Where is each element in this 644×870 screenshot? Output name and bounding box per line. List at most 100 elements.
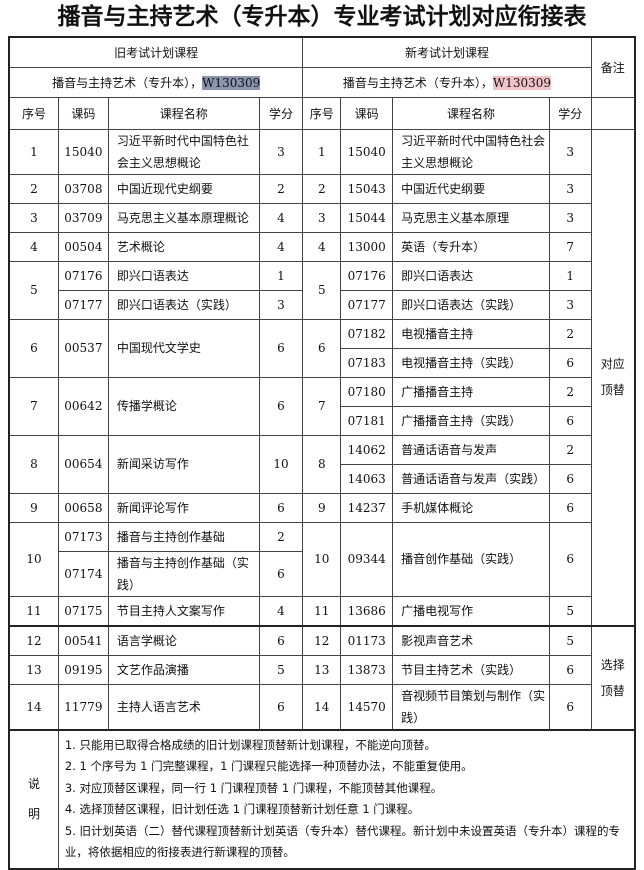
old-seq: 6 bbox=[8, 318, 59, 378]
old-credit: 1 bbox=[258, 260, 304, 291]
new-seq: 4 bbox=[302, 231, 342, 262]
new-plan-heading: 新考试计划课程 bbox=[302, 36, 592, 68]
old-course-name: 传播学概论 bbox=[107, 376, 260, 436]
new-credit: 6 bbox=[548, 347, 592, 378]
new-credit: 3 bbox=[548, 173, 592, 204]
new-course-name: 普通话语音与发声 bbox=[392, 434, 550, 465]
new-credit: 3 bbox=[548, 289, 592, 320]
notes-row: 说明 1. 只能用已取得合格成绩的旧计划课程顶替新计划课程，不能逆向顶替。 2. 1… bbox=[8, 728, 636, 869]
page-title: 播音与主持艺术（专升本）专业考试计划对应衔接表 bbox=[57, 3, 587, 30]
column-header: 学分 bbox=[548, 96, 592, 130]
new-course-code: 09344 bbox=[340, 521, 394, 597]
new-seq: 12 bbox=[302, 624, 342, 656]
new-course-code: 13000 bbox=[340, 231, 394, 262]
old-seq: 1 bbox=[8, 128, 59, 175]
old-course-code: 07173 bbox=[57, 521, 109, 552]
old-seq: 2 bbox=[8, 173, 59, 204]
old-course-code: 07174 bbox=[57, 550, 109, 597]
old-major-code: W130309 bbox=[202, 75, 261, 90]
old-seq: 14 bbox=[8, 683, 59, 730]
new-credit: 2 bbox=[548, 376, 592, 407]
old-credit: 10 bbox=[258, 434, 304, 494]
new-course-code: 13873 bbox=[340, 654, 394, 685]
note-item: 4. 选择顶替区课程，旧计划任选 1 门课程顶替新计划任意 1 门课程。 bbox=[64, 802, 420, 816]
new-course-code: 14570 bbox=[340, 683, 394, 730]
table-row: 8 00654 新闻采访写作 10 8 14062 普通话语音与发声 2 bbox=[8, 434, 635, 494]
old-course-code: 07176 bbox=[57, 260, 109, 291]
old-credit: 4 bbox=[258, 202, 304, 233]
new-course-name: 即兴口语表达（实践） bbox=[392, 289, 550, 320]
new-course-name: 中国近代史纲要 bbox=[392, 173, 550, 204]
table-row: 3 03709 马克思主义基本原理概论 4 3 15044 马克思主义基本原理 3 bbox=[8, 202, 635, 233]
new-course-name: 广播播音主持（实践） bbox=[392, 405, 550, 436]
new-course-name: 广播电视写作 bbox=[392, 595, 550, 626]
table-row: 07174 播音与主持创作基础（实践） 6 bbox=[9, 550, 635, 597]
new-course-name: 节目主持艺术（实践） bbox=[392, 654, 550, 685]
old-course-code: 03708 bbox=[57, 173, 109, 204]
column-header: 学分 bbox=[258, 96, 304, 130]
old-course-code: 00654 bbox=[57, 434, 109, 494]
new-credit: 7 bbox=[548, 231, 592, 262]
old-plan-heading: 旧考试计划课程 bbox=[8, 36, 304, 68]
table-row: 14063 普通话语音与发声（实践） 6 bbox=[9, 463, 635, 494]
new-credit: 6 bbox=[548, 463, 592, 494]
old-credit: 4 bbox=[258, 231, 304, 262]
table-row: 5 07176 即兴口语表达 1 5 07176 即兴口语表达 1 bbox=[8, 260, 635, 320]
old-major-name: 播音与主持艺术（专升本）， bbox=[52, 75, 203, 90]
new-course-code: 14063 bbox=[340, 463, 394, 494]
notes-content: 1. 只能用已取得合格成绩的旧计划课程顶替新计划课程，不能逆向顶替。 2. 1 个… bbox=[57, 728, 636, 869]
old-course-code: 00642 bbox=[57, 376, 109, 436]
table-row: 07181 广播播音主持（实践） 6 bbox=[9, 405, 635, 436]
column-header: 课码 bbox=[57, 96, 109, 130]
old-seq: 3 bbox=[8, 202, 59, 233]
table-row: 11 07175 节目主持人文案写作 4 11 13686 广播电视写作 5 bbox=[8, 595, 635, 626]
column-header: 序号 bbox=[8, 96, 59, 130]
table-row: 07183 电视播音主持（实践） 6 bbox=[9, 347, 635, 378]
old-credit: 5 bbox=[258, 654, 304, 685]
old-course-code: 00541 bbox=[57, 624, 109, 656]
new-major: 播音与主持艺术（专升本），W130309 bbox=[302, 66, 592, 98]
table-row: 07177 即兴口语表达（实践） 3 07177 即兴口语表达（实践） 3 bbox=[9, 289, 635, 320]
table-row: 1 15040 习近平新时代中国特色社会主义思想概论 3 1 15040 习近平新时代中国特… bbox=[8, 128, 636, 626]
new-course-name: 马克思主义基本原理 bbox=[392, 202, 550, 233]
table-row: 14 11779 主持人语言艺术 6 14 14570 音视频节目策划与制作（实践） 6 bbox=[8, 683, 635, 730]
new-course-name: 广播播音主持 bbox=[392, 376, 550, 407]
old-course-name: 即兴口语表达 bbox=[107, 260, 260, 291]
old-credit: 2 bbox=[258, 173, 304, 204]
new-course-code: 14237 bbox=[340, 492, 394, 523]
new-course-name: 习近平新时代中国特色社会主义思想概论 bbox=[392, 128, 550, 175]
old-course-code: 03709 bbox=[57, 202, 109, 233]
old-credit: 3 bbox=[258, 289, 304, 320]
new-seq: 13 bbox=[302, 654, 342, 685]
new-major-code: W130309 bbox=[492, 75, 552, 90]
new-course-name: 电视播音主持（实践） bbox=[392, 347, 550, 378]
old-course-name: 中国现代文学史 bbox=[107, 318, 260, 378]
new-course-code: 07182 bbox=[340, 318, 394, 349]
table-row: 9 00658 新闻评论写作 6 9 14237 手机媒体概论 6 bbox=[8, 492, 635, 523]
new-course-code: 07176 bbox=[340, 260, 394, 291]
new-course-code: 15040 bbox=[340, 128, 394, 175]
old-course-code: 00658 bbox=[57, 492, 109, 523]
new-seq: 2 bbox=[302, 173, 342, 204]
table-row: 6 00537 中国现代文学史 6 6 07182 电视播音主持 2 bbox=[8, 318, 635, 378]
old-seq: 5 bbox=[8, 260, 59, 320]
table-row: 13 09195 文艺作品演播 5 13 13873 节目主持艺术（实践） 6 bbox=[8, 654, 635, 685]
old-credit: 6 bbox=[258, 376, 304, 436]
old-credit: 6 bbox=[258, 624, 304, 656]
column-header: 序号 bbox=[302, 96, 342, 130]
old-course-code: 00537 bbox=[57, 318, 109, 378]
note-item: 5. 旧计划英语（二）替代课程顶替新计划英语（专升本）替代课程。新计划中未设置英… bbox=[64, 823, 621, 860]
new-course-name: 手机媒体概论 bbox=[392, 492, 550, 523]
old-course-name: 新闻评论写作 bbox=[107, 492, 260, 523]
column-header: 课码 bbox=[340, 96, 394, 130]
new-credit: 6 bbox=[548, 654, 592, 685]
new-credit: 6 bbox=[548, 405, 592, 436]
new-seq: 6 bbox=[302, 318, 342, 378]
old-seq: 12 bbox=[8, 624, 59, 656]
new-credit: 3 bbox=[548, 128, 592, 175]
new-course-name: 音视频节目策划与制作（实践） bbox=[392, 683, 550, 730]
old-seq: 11 bbox=[8, 595, 59, 626]
new-course-name: 影视声音艺术 bbox=[392, 624, 550, 656]
old-credit: 3 bbox=[258, 128, 304, 175]
old-major: 播音与主持艺术（专升本），W130309 bbox=[8, 66, 304, 98]
